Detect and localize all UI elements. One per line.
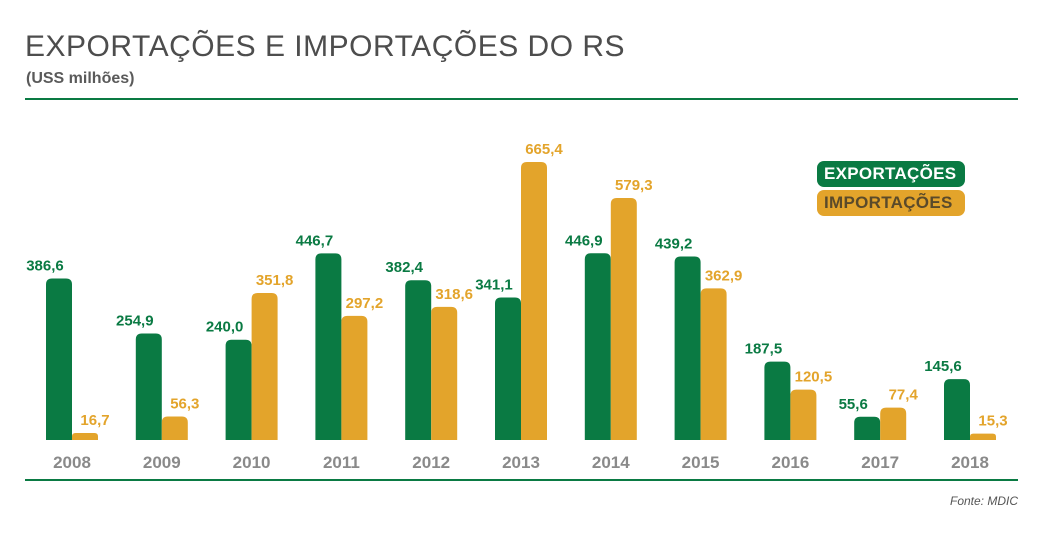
year-label-2008: 2008	[53, 453, 91, 472]
import-value-label-2014: 579,3	[615, 177, 653, 194]
export-bar-2011	[315, 253, 342, 440]
import-bar-2016	[790, 389, 817, 440]
year-label-2018: 2018	[951, 453, 989, 472]
export-value-label-2009: 254,9	[116, 313, 154, 330]
import-bar-2009	[161, 416, 188, 440]
import-bar-2013	[521, 162, 547, 440]
export-value-label-2012: 382,4	[385, 259, 423, 276]
import-bar-2011	[341, 315, 368, 440]
import-bar-2010	[251, 293, 278, 440]
export-value-label-2011: 446,7	[296, 232, 334, 249]
import-value-label-2008: 16,7	[80, 412, 109, 429]
export-bar-2013	[495, 297, 521, 440]
chart-subtitle: (USS milhões)	[26, 70, 135, 87]
export-value-label-2017: 55,6	[839, 396, 868, 413]
export-value-label-2018: 145,6	[924, 358, 962, 375]
legend: EXPORTAÇÕES IMPORTAÇÕES	[817, 161, 965, 219]
export-bar-2015	[674, 256, 701, 440]
import-value-label-2009: 56,3	[170, 395, 199, 412]
legend-exports: EXPORTAÇÕES	[817, 161, 965, 187]
top-divider	[25, 98, 1018, 100]
export-bar-2016	[764, 361, 791, 440]
export-bar-2012	[405, 280, 432, 440]
year-label-2014: 2014	[592, 453, 630, 472]
import-value-label-2010: 351,8	[256, 272, 294, 289]
year-label-2017: 2017	[861, 453, 899, 472]
import-bar-2017	[880, 407, 907, 440]
year-label-2010: 2010	[233, 453, 271, 472]
bottom-divider	[25, 479, 1018, 481]
import-value-label-2011: 297,2	[346, 295, 384, 312]
export-value-label-2015: 439,2	[655, 236, 693, 253]
import-bar-2018	[970, 433, 996, 440]
import-value-label-2015: 362,9	[705, 267, 743, 284]
year-label-2009: 2009	[143, 453, 181, 472]
chart-title: EXPORTAÇÕES E IMPORTAÇÕES DO RS	[25, 30, 626, 63]
export-bar-2009	[135, 333, 162, 440]
export-bar-2018	[944, 379, 970, 440]
year-label-2011: 2011	[323, 453, 360, 472]
import-value-label-2017: 77,4	[889, 387, 919, 404]
legend-imports: IMPORTAÇÕES	[817, 190, 965, 216]
year-label-2015: 2015	[682, 453, 720, 472]
export-value-label-2014: 446,9	[565, 232, 603, 249]
import-value-label-2016: 120,5	[795, 369, 833, 386]
import-value-label-2018: 15,3	[978, 413, 1007, 430]
export-bar-2008	[46, 278, 72, 440]
source-note: Fonte: MDIC	[949, 494, 1018, 508]
import-value-label-2013: 665,4	[525, 141, 563, 158]
import-bar-2012	[431, 306, 458, 440]
export-value-label-2008: 386,6	[26, 257, 64, 274]
export-value-label-2010: 240,0	[206, 319, 244, 336]
export-bar-2010	[225, 339, 252, 440]
year-label-2016: 2016	[771, 453, 809, 472]
import-bar-2015	[700, 288, 727, 440]
import-bar-2008	[72, 433, 98, 440]
year-label-2013: 2013	[502, 453, 540, 472]
year-label-2012: 2012	[412, 453, 450, 472]
export-value-label-2013: 341,1	[475, 276, 513, 293]
export-value-label-2016: 187,5	[745, 341, 783, 358]
export-bar-2014	[584, 253, 611, 440]
import-bar-2014	[610, 197, 637, 440]
export-bar-2017	[854, 416, 881, 440]
import-value-label-2012: 318,6	[435, 286, 473, 303]
